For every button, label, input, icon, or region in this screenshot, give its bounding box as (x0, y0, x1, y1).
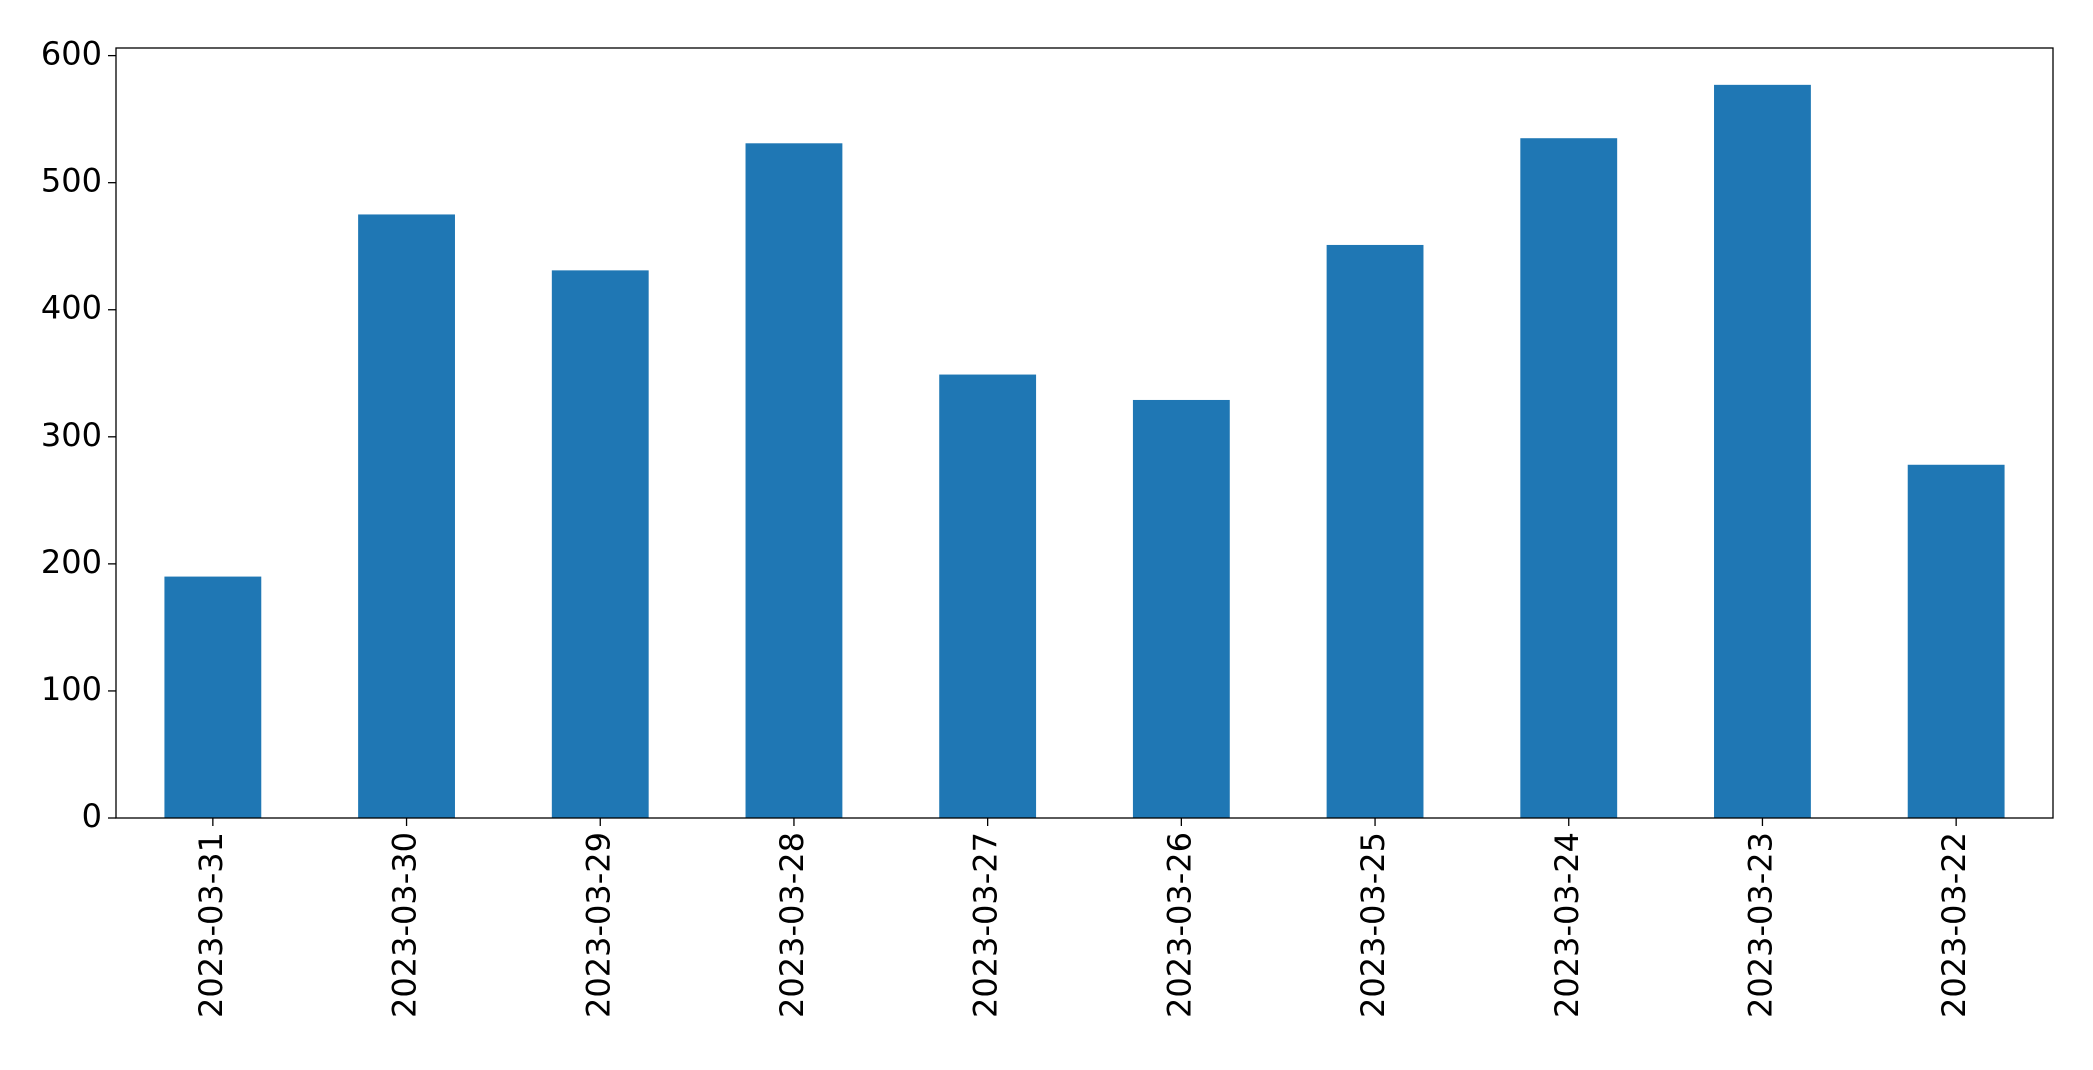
x-tick-label: 2023-03-28 (773, 832, 811, 1018)
y-tick-label: 300 (41, 416, 102, 454)
bar (358, 214, 455, 818)
y-tick-label: 600 (41, 35, 102, 73)
bar (1714, 84, 1811, 818)
bar (1520, 138, 1618, 818)
x-tick-label: 2023-03-26 (1160, 832, 1198, 1018)
x-tick-label: 2023-03-24 (1548, 832, 1586, 1018)
x-tick-label: 2023-03-31 (192, 832, 230, 1018)
bar (1326, 244, 1424, 818)
y-tick-label: 100 (41, 670, 102, 708)
bar (1132, 399, 1230, 818)
bar (745, 143, 843, 819)
y-tick-label: 200 (41, 543, 102, 581)
y-tick-label: 500 (41, 162, 102, 200)
x-tick-label: 2023-03-30 (386, 832, 424, 1018)
bar (551, 270, 649, 818)
bar (164, 576, 262, 818)
y-tick-label: 0 (82, 797, 102, 835)
x-tick-label: 2023-03-23 (1741, 832, 1779, 1018)
bar (939, 374, 1037, 818)
x-tick-label: 2023-03-22 (1935, 832, 1973, 1018)
bar (1907, 464, 2005, 818)
x-tick-label: 2023-03-27 (967, 832, 1005, 1018)
plot-frame (115, 47, 2054, 819)
y-tick-label: 400 (41, 289, 102, 327)
x-tick-label: 2023-03-29 (579, 832, 617, 1018)
x-tick-label: 2023-03-25 (1354, 832, 1392, 1018)
